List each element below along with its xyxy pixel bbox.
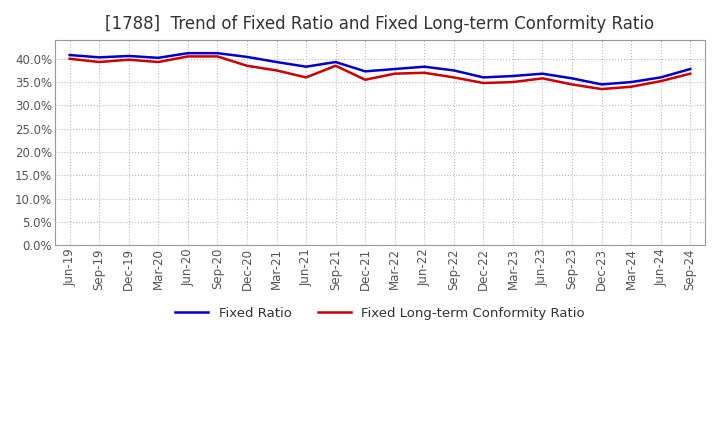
Fixed Long-term Conformity Ratio [627,84,636,89]
Fixed Ratio [686,66,695,72]
Fixed Long-term Conformity Ratio [361,77,369,82]
Fixed Ratio [95,55,104,60]
Legend: Fixed Ratio, Fixed Long-term Conformity Ratio: Fixed Ratio, Fixed Long-term Conformity … [170,301,590,325]
Fixed Ratio [420,64,428,70]
Fixed Long-term Conformity Ratio [243,63,251,68]
Fixed Long-term Conformity Ratio [95,59,104,65]
Fixed Long-term Conformity Ratio [390,71,399,76]
Fixed Ratio [272,59,281,65]
Title: [1788]  Trend of Fixed Ratio and Fixed Long-term Conformity Ratio: [1788] Trend of Fixed Ratio and Fixed Lo… [105,15,654,33]
Fixed Long-term Conformity Ratio [538,76,546,81]
Fixed Long-term Conformity Ratio [125,57,133,62]
Fixed Long-term Conformity Ratio [184,54,192,59]
Fixed Ratio [657,75,665,80]
Fixed Ratio [508,73,517,79]
Fixed Ratio [390,66,399,72]
Fixed Ratio [66,52,74,58]
Fixed Ratio [302,64,310,70]
Fixed Ratio [243,54,251,59]
Fixed Long-term Conformity Ratio [213,54,222,59]
Fixed Long-term Conformity Ratio [154,59,163,65]
Fixed Ratio [125,53,133,59]
Fixed Long-term Conformity Ratio [567,82,576,87]
Fixed Long-term Conformity Ratio [657,78,665,84]
Fixed Ratio [627,80,636,85]
Fixed Long-term Conformity Ratio [598,86,606,92]
Line: Fixed Long-term Conformity Ratio: Fixed Long-term Conformity Ratio [70,56,690,89]
Fixed Ratio [361,69,369,74]
Fixed Ratio [213,51,222,56]
Fixed Ratio [449,68,458,73]
Fixed Long-term Conformity Ratio [66,56,74,62]
Fixed Long-term Conformity Ratio [331,63,340,68]
Fixed Long-term Conformity Ratio [272,68,281,73]
Fixed Ratio [154,55,163,60]
Fixed Long-term Conformity Ratio [686,71,695,76]
Fixed Ratio [184,51,192,56]
Fixed Ratio [598,82,606,87]
Fixed Long-term Conformity Ratio [302,75,310,80]
Fixed Ratio [567,76,576,81]
Fixed Ratio [331,59,340,65]
Fixed Long-term Conformity Ratio [420,70,428,75]
Fixed Ratio [479,75,487,80]
Fixed Long-term Conformity Ratio [508,80,517,85]
Fixed Long-term Conformity Ratio [479,81,487,86]
Fixed Ratio [538,71,546,76]
Fixed Long-term Conformity Ratio [449,75,458,80]
Line: Fixed Ratio: Fixed Ratio [70,53,690,84]
